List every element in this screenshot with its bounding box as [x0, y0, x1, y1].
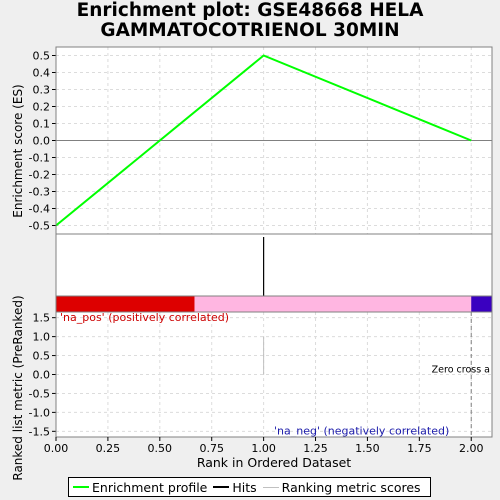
negative-correlation-label: 'na_neg' (negatively correlated): [274, 424, 449, 437]
ranking-metric-swatch: [262, 486, 279, 488]
chart-title: Enrichment plot: GSE48668 HELA GAMMATOCO…: [0, 1, 500, 41]
enrichment-profile-swatch: [73, 486, 89, 488]
x-tick-label: 0.50: [148, 442, 173, 455]
es-y-tick-label: 0.4: [33, 67, 51, 80]
ranking-y-tick-label: 0.5: [33, 350, 51, 363]
zero-cross-label: Zero cross a: [432, 365, 490, 376]
ranking-y-tick-label: 1.0: [33, 331, 51, 344]
ranking-plot-border: [55, 311, 493, 438]
es-panel: 0.5 0.4 0.3 0.2 0.1 0.0 -0.1 -0.2 -0.3 -0.4 -0.5: [29, 46, 493, 235]
color-bar-negative: [471, 296, 492, 312]
es-y-tick-label: 0.3: [33, 84, 51, 97]
es-line: [55, 54, 472, 227]
ranking-y-tick-label: 1.5: [33, 312, 51, 325]
x-axis-label: Rank in Ordered Dataset: [197, 455, 351, 470]
hits-swatch: [213, 486, 230, 488]
ranking-color-bar: [55, 295, 493, 313]
x-tick-label: 2.00: [459, 442, 484, 455]
ranking-y-tick-label: -1.5: [29, 425, 50, 438]
legend-item-hits: Hits: [213, 479, 257, 495]
es-y-tick-label: -0.5: [29, 220, 50, 233]
x-tick-label: 0.00: [44, 442, 69, 455]
ranking-y-tick-label: 0.0: [33, 369, 51, 382]
x-tick-label: 1.00: [251, 442, 276, 455]
x-tick-label: 1.75: [407, 442, 432, 455]
ranking-panel: 1.5 1.0 0.5 0.0 -0.5 -1.0 -1.5 Zero cross a 'na_…: [29, 311, 493, 438]
legend-label-ranking-metric-scores: Ranking metric scores: [281, 479, 421, 495]
positive-correlation-label: 'na_pos' (positively correlated): [60, 311, 229, 324]
es-y-tick-label: 0.1: [33, 118, 51, 131]
es-y-tick-label: -0.3: [29, 186, 50, 199]
legend-label-hits: Hits: [232, 479, 257, 495]
x-tick-label: 0.75: [199, 442, 224, 455]
ranking-y-tick-label: -1.0: [29, 406, 50, 419]
es-y-tick-label: 0.5: [33, 50, 51, 63]
legend-item-ranking-metric-scores: Ranking metric scores: [262, 479, 421, 495]
es-y-tick-label: 0.2: [33, 101, 51, 114]
hits-panel: [55, 233, 493, 297]
legend: Enrichment profile Hits Ranking metric s…: [68, 477, 431, 497]
x-axis: 0.00 0.25 0.50 0.75 1.00 1.25 1.50 1.75 2.00: [44, 437, 484, 455]
es-y-tick-label: 0.0: [33, 135, 51, 148]
color-bar-positive: [56, 296, 195, 312]
es-y-tick-label: -0.2: [29, 169, 50, 182]
chart-title-line-1: Enrichment plot: GSE48668 HELA: [76, 0, 424, 21]
es-y-tick-label: -0.4: [29, 203, 50, 216]
legend-item-enrichment-profile: Enrichment profile: [73, 480, 207, 495]
x-tick-label: 1.25: [303, 442, 328, 455]
chart-title-line-2: GAMMATOCOTRIENOL 30MIN: [100, 20, 400, 41]
x-tick-label: 1.50: [355, 442, 380, 455]
es-y-tick-label: -0.1: [29, 152, 50, 165]
ranking-y-axis-label: Ranked list metric (PreRanked): [11, 295, 25, 480]
x-tick-label: 0.25: [96, 442, 121, 455]
hits-plot-area: [55, 233, 493, 297]
legend-label-enrichment-profile: Enrichment profile: [92, 479, 208, 495]
es-y-axis-label: Enrichment score (ES): [11, 84, 25, 217]
ranking-y-tick-label: -0.5: [29, 387, 50, 400]
